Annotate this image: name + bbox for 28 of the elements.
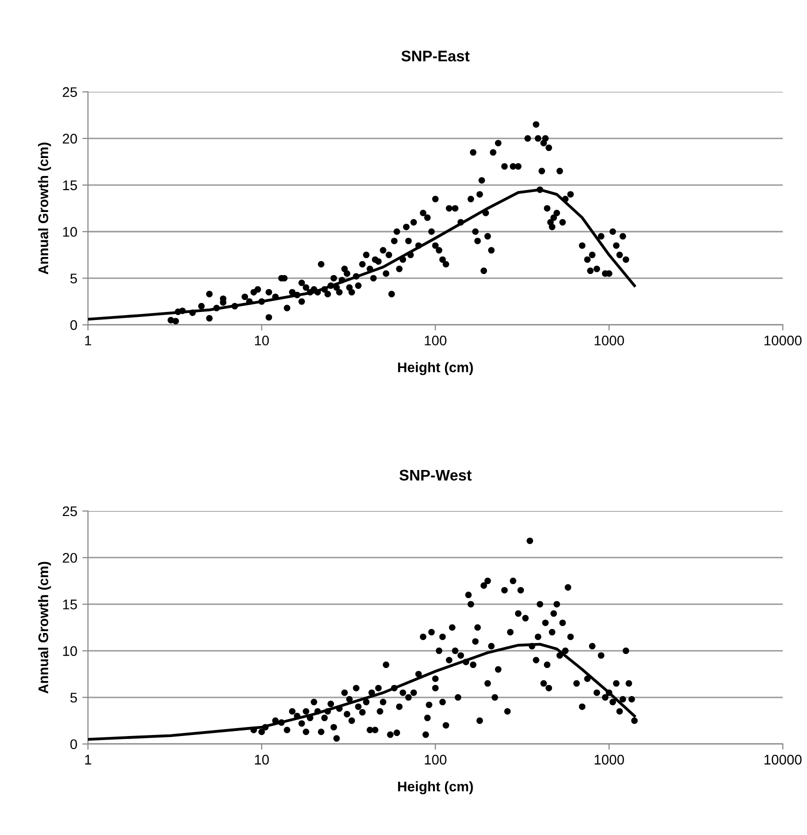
y-axis-title: Annual Growth (cm) [38, 562, 51, 694]
y-tick-label: 25 [62, 506, 77, 516]
x-tick-label: 100 [424, 336, 446, 346]
y-axis-title: Annual Growth (cm) [38, 142, 51, 274]
y-tick-label: 15 [63, 180, 77, 190]
x-tick-label: 100 [424, 754, 446, 765]
x-tick-label: 1000 [594, 336, 624, 346]
x-tick-label: 1000 [594, 754, 624, 765]
y-tick-label: 20 [62, 134, 78, 144]
x-tick-label: 1 [85, 336, 92, 346]
y-tick-label: 0 [70, 739, 78, 750]
x-tick-label: 10 [255, 336, 269, 346]
x-tick-label: 10 [255, 754, 269, 765]
y-tick-label: 5 [70, 692, 77, 703]
chart-title: SNP-West [399, 470, 472, 481]
y-tick-label: 25 [62, 87, 77, 98]
y-tick-label: 20 [62, 552, 78, 563]
y-tick-label: 0 [70, 320, 78, 330]
chart-title: SNP-East [401, 50, 470, 62]
y-tick-label: 15 [63, 600, 77, 610]
x-tick-label: 1 [85, 754, 92, 764]
y-tick-label: 5 [70, 274, 77, 284]
x-axis-title: Height (cm) [398, 781, 473, 794]
x-tick-label: 10000 [764, 336, 802, 346]
y-tick-label: 10 [63, 646, 78, 656]
y-tick-label: 10 [63, 226, 78, 237]
x-axis-title: Height (cm) [398, 362, 473, 376]
x-tick-label: 10000 [764, 754, 802, 765]
